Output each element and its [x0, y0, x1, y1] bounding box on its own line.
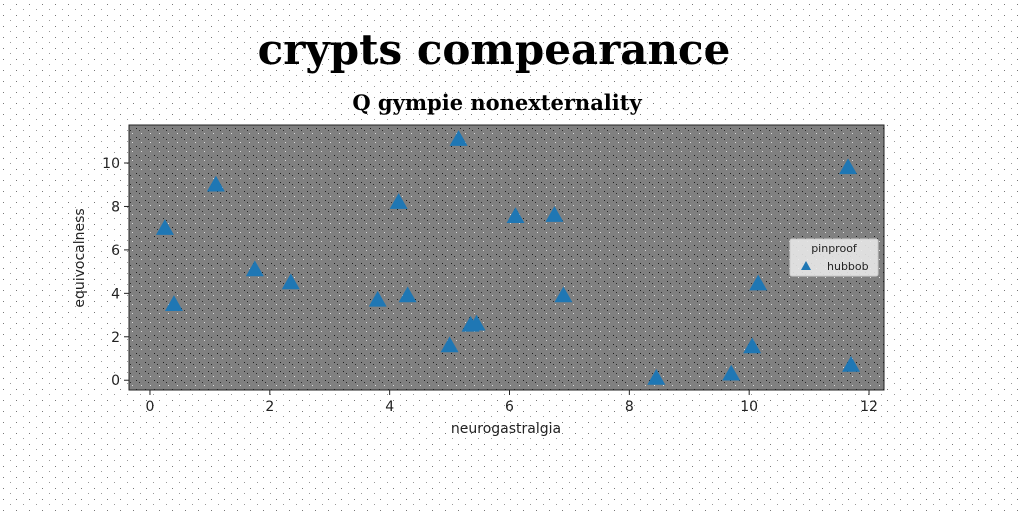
plot-frame — [128, 124, 885, 391]
legend-box — [789, 238, 879, 277]
data-point-triangle — [467, 314, 486, 331]
data-point-triangle — [245, 260, 264, 277]
x-axis-label: neurogastralgia — [451, 421, 561, 437]
x-tick-label: 12 — [860, 399, 878, 415]
data-point-triangle — [164, 295, 183, 311]
data-point-triangle — [647, 369, 666, 385]
y-tick-label: 2 — [111, 330, 120, 346]
x-axis: 0 2 4 6 8 10 12 — [146, 390, 878, 415]
legend-title: pinproof — [811, 242, 858, 255]
y-tick-label: 8 — [111, 199, 120, 215]
y-tick-label: 6 — [111, 243, 120, 259]
x-tick-label: 2 — [265, 399, 274, 415]
plot-area — [128, 124, 885, 391]
data-point-triangle — [722, 364, 741, 381]
x-tick-label: 4 — [385, 399, 394, 415]
data-point-triangle — [839, 158, 858, 175]
legend-entry-label: hubbob — [827, 260, 869, 273]
legend-marker-icon — [801, 261, 811, 270]
chart-title: Q gympie nonexternality — [352, 90, 642, 115]
data-point-triangle — [281, 273, 300, 290]
data-point-triangle — [743, 337, 762, 354]
data-point-triangle — [842, 356, 861, 372]
data-point-triangle — [554, 286, 573, 303]
data-point-triangle — [398, 286, 417, 303]
data-point-triangle — [440, 336, 459, 353]
x-tick-label: 6 — [505, 399, 514, 415]
x-tick-label: 8 — [625, 399, 634, 415]
y-tick-label: 4 — [111, 286, 120, 302]
data-point-triangle — [749, 274, 768, 291]
data-point-triangle — [506, 207, 525, 223]
data-point-triangle — [206, 175, 225, 192]
y-axis: 0 2 4 6 8 10 — [102, 156, 129, 389]
data-point-triangle — [155, 219, 174, 235]
data-point-triangle — [389, 193, 408, 209]
y-tick-label: 10 — [102, 156, 120, 172]
data-point-triangle — [449, 130, 468, 146]
y-axis-label: equivocalness — [72, 208, 88, 307]
data-points — [155, 130, 861, 385]
y-tick-label: 0 — [111, 373, 120, 389]
data-point-triangle — [545, 206, 564, 222]
plot-texture — [129, 125, 884, 390]
data-point-triangle — [368, 290, 387, 307]
x-tick-label: 10 — [740, 399, 758, 415]
figure-title: crypts compearance — [258, 25, 731, 74]
x-tick-label: 0 — [146, 399, 155, 415]
legend: pinproof hubbob — [789, 238, 879, 277]
